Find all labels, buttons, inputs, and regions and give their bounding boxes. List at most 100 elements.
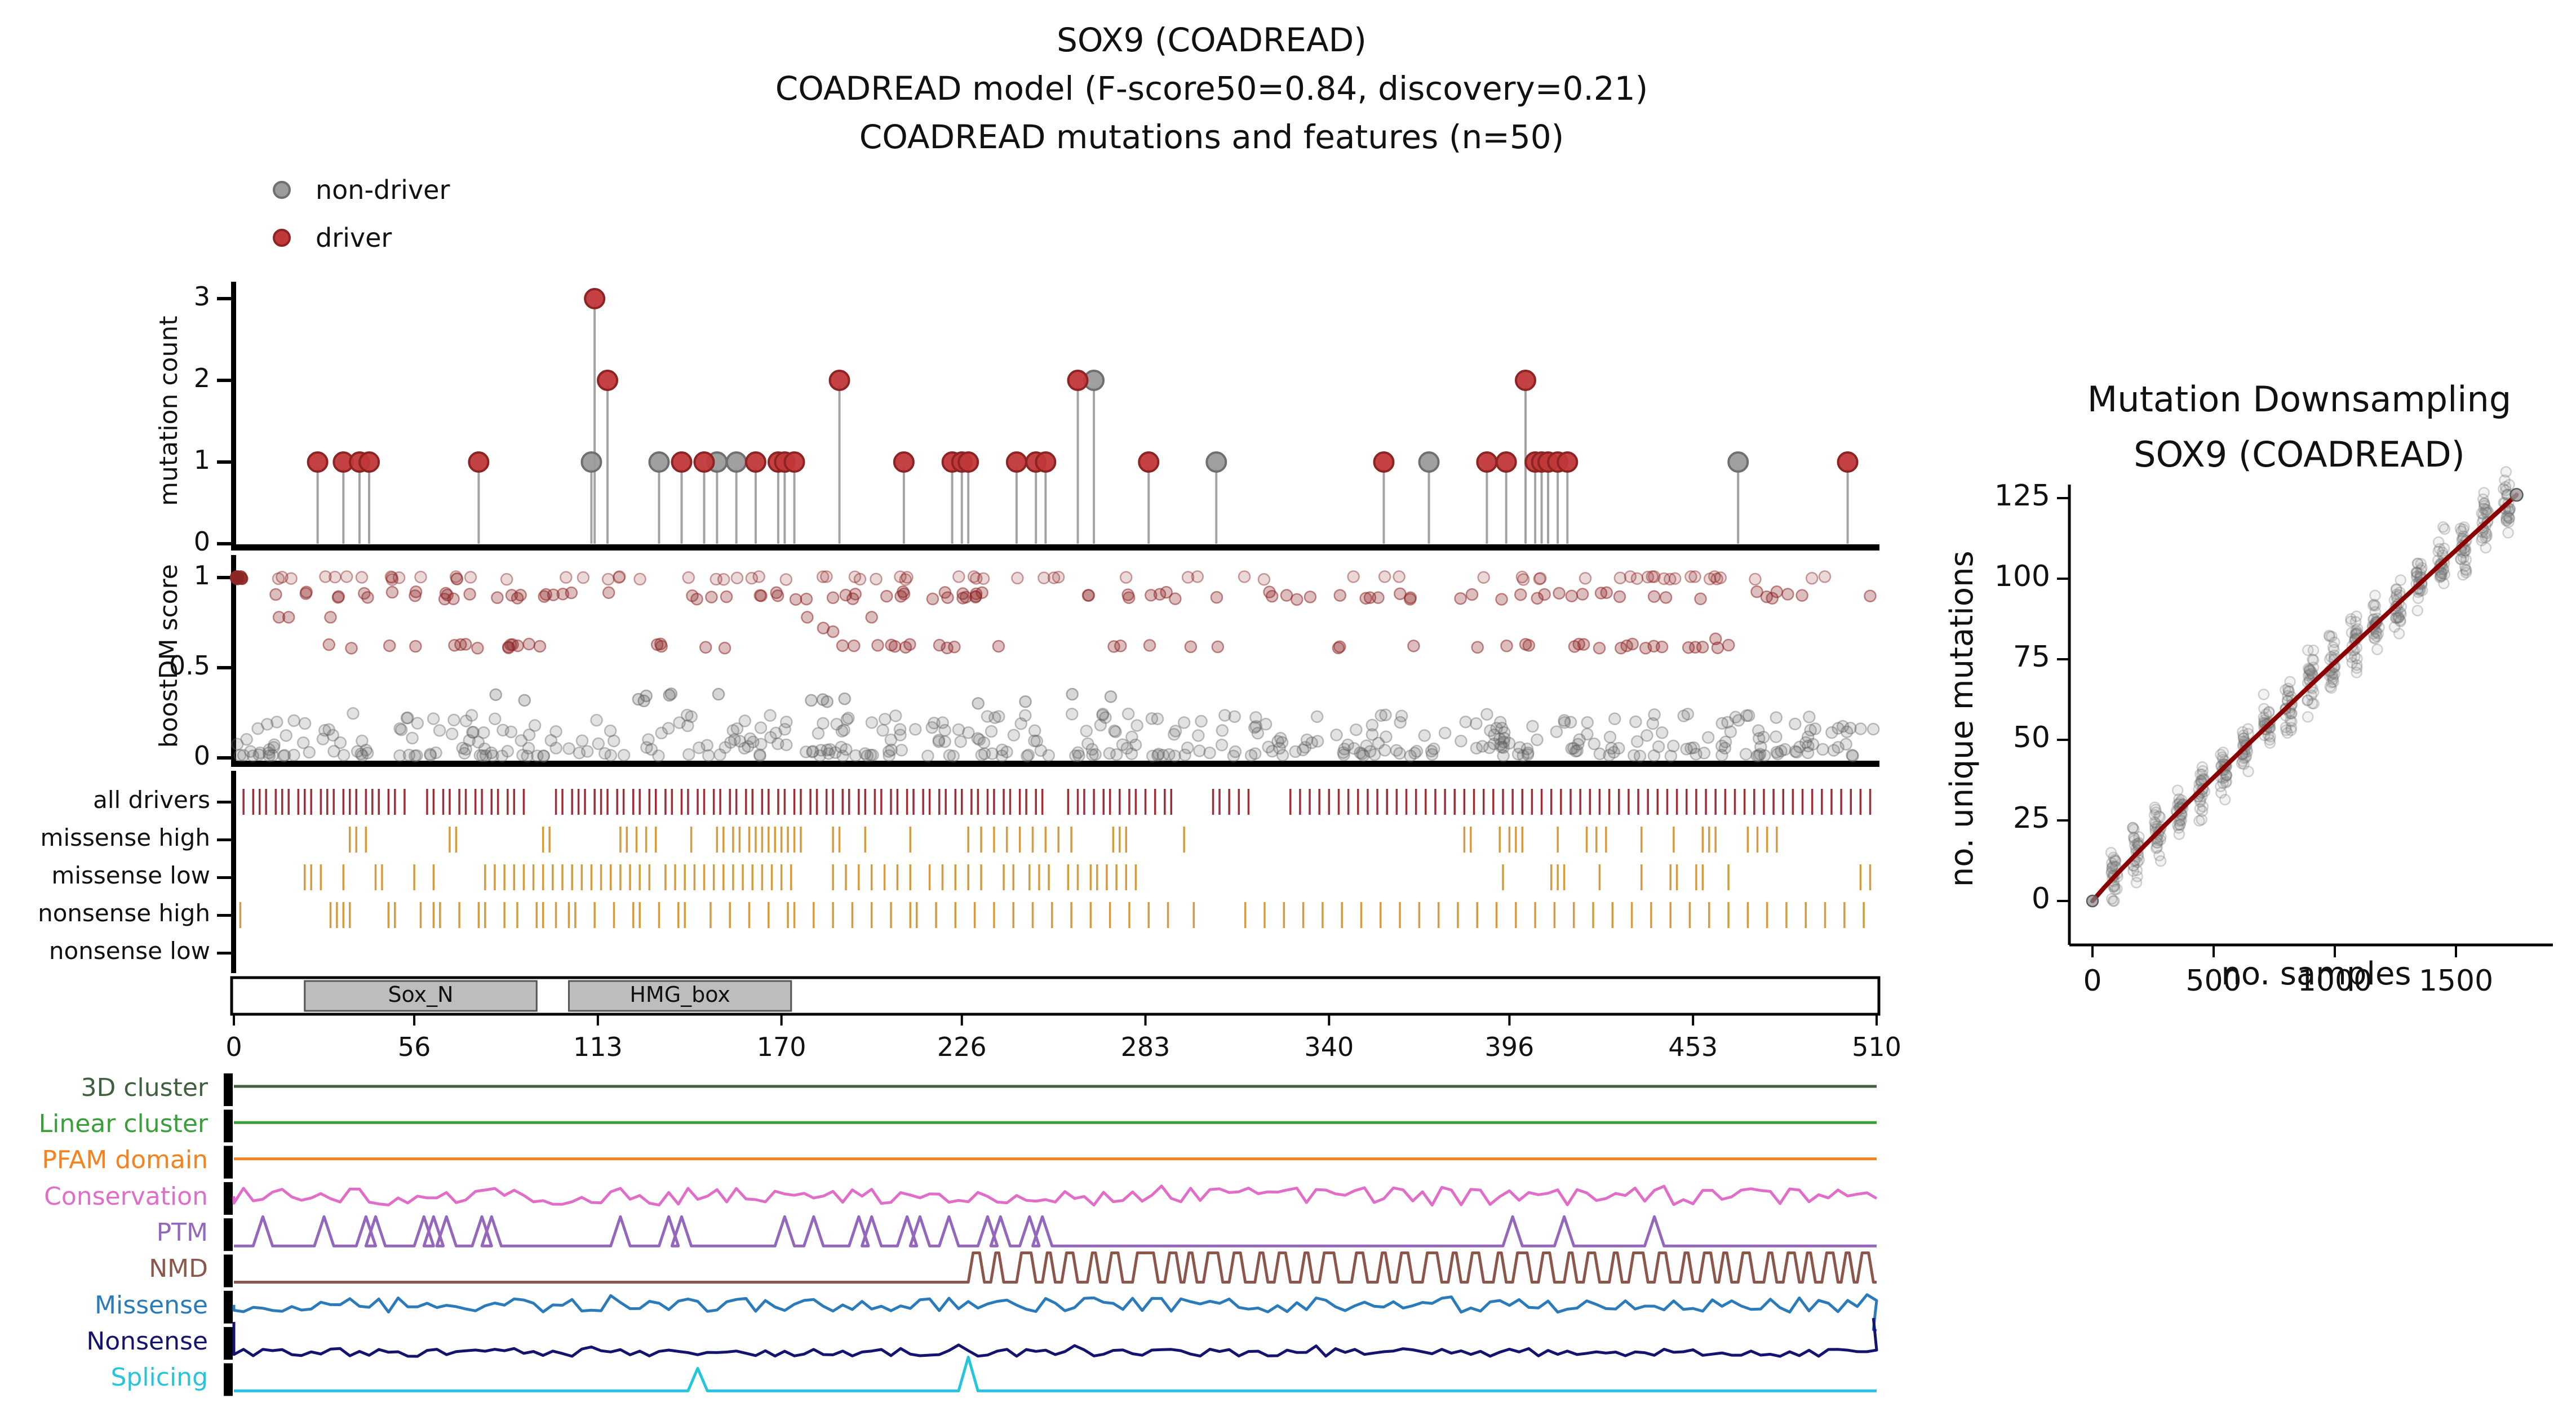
boostdm-point [1567,742,1580,755]
downsampling-point [2107,860,2119,872]
downsampling-point [2411,557,2424,569]
boostdm-band-3 [322,637,1735,655]
boostdm-point [1393,570,1406,583]
needle-dot-driver [828,370,850,391]
boostdm-point [326,729,339,742]
boostdm-point [682,748,695,761]
boostdm-point [445,727,459,740]
downsampling-point [2395,606,2406,618]
downsampling-point [2197,801,2209,813]
boostdm-point [287,748,300,762]
boostdm-point [472,735,485,749]
boostdm-point [385,573,399,586]
boostdm-point [805,694,818,707]
boostdm-point [885,638,898,652]
feature-row-axis [224,1363,233,1396]
boostdm-point [411,717,424,730]
legend-label-non-driver: non-driver [316,175,450,205]
boostdm-point [266,749,279,762]
downsampling-point [2154,834,2166,846]
downsampling-point [2457,523,2469,535]
boostdm-point [1251,726,1265,740]
boostdm-point [449,570,463,583]
boostdm-point [486,749,499,762]
downsampling-point [2476,532,2488,544]
downsampling-point [2303,663,2316,676]
boostdm-point [1273,742,1286,755]
downsampling-point [2264,737,2276,749]
tracks-y-spine [231,771,236,973]
boostdm-point [1493,733,1506,745]
boostdm-point [1729,711,1742,723]
boostdm-point [1664,749,1678,762]
boostdm-point [356,749,369,762]
boostdm-point [547,588,560,601]
boostdm-point [514,588,527,602]
boostdm-point [870,572,883,585]
boostdm-point [1086,748,1099,762]
boostdm-point [1816,743,1829,756]
downsampling-trend-line [2090,492,2519,903]
downsampling-origin-dot [2086,894,2099,908]
downsampling-point [2282,690,2294,702]
boostdm-point [447,592,460,606]
downsampling-point [2393,611,2405,623]
boostdm-point [864,748,877,762]
boostdm-point [1603,749,1616,762]
boostdm-point [1593,747,1607,761]
boostdm-point [1333,640,1346,653]
boostdm-point [1438,726,1452,740]
boostdm-point [1408,747,1421,760]
boostdm-point [1775,744,1788,758]
boostdm-point [518,694,531,707]
boostdm-point [1249,720,1263,733]
boostdm-point [1511,748,1525,761]
protein-xtick-label: 510 [1852,1032,1901,1063]
boostdm-point [848,570,862,583]
needle-dot-non-driver [725,451,747,473]
downsampling-point [2476,507,2488,520]
boostdm-point [1648,708,1661,721]
boostdm-point [429,746,442,760]
boostdm-point [932,734,946,747]
downsampling-point [2195,775,2207,787]
boostdm-point [883,749,895,762]
downsampling-point [2345,615,2357,628]
boostdm-point [1832,741,1845,754]
boostdm-point [244,745,257,758]
boostdm-point [1094,718,1107,732]
boostdm-point [840,743,853,756]
domain-box-label: Sox_N [388,982,454,1007]
boostdm-point [1753,748,1767,761]
boostdm-point [838,692,852,705]
downsampling-point [2480,503,2491,516]
downsampling-point [2284,676,2296,688]
downsampling-point [2435,570,2447,583]
boostdm-point [1480,708,1493,721]
boostdm-point [780,716,793,729]
boostdm-point [409,589,422,602]
boostdm-point [1752,749,1765,762]
boostdm-point [1818,570,1832,583]
boostdm-point [1265,589,1279,603]
boostdm-point [495,749,509,762]
feature-row-label: Conservation [44,1182,208,1211]
downsampling-point [2285,708,2298,720]
boostdm-point [952,723,965,736]
downsampling-point [2282,685,2294,697]
boostdm-point [1034,744,1048,757]
boostdm-point [1418,729,1431,742]
downsampling-point [2345,613,2357,625]
downsampling-point [2500,485,2512,496]
track-row-label: all drivers [93,785,210,814]
boostdm-point [1121,707,1135,721]
downsampling-point [2127,831,2140,844]
downsampling-point [2285,722,2298,734]
boostdm-point [278,749,291,762]
boostdm-point [1065,708,1079,721]
boostdm-point [1533,572,1546,585]
boostdm-point [836,639,849,652]
boostdm-point [1754,740,1767,753]
boostdm-point [1360,739,1373,752]
